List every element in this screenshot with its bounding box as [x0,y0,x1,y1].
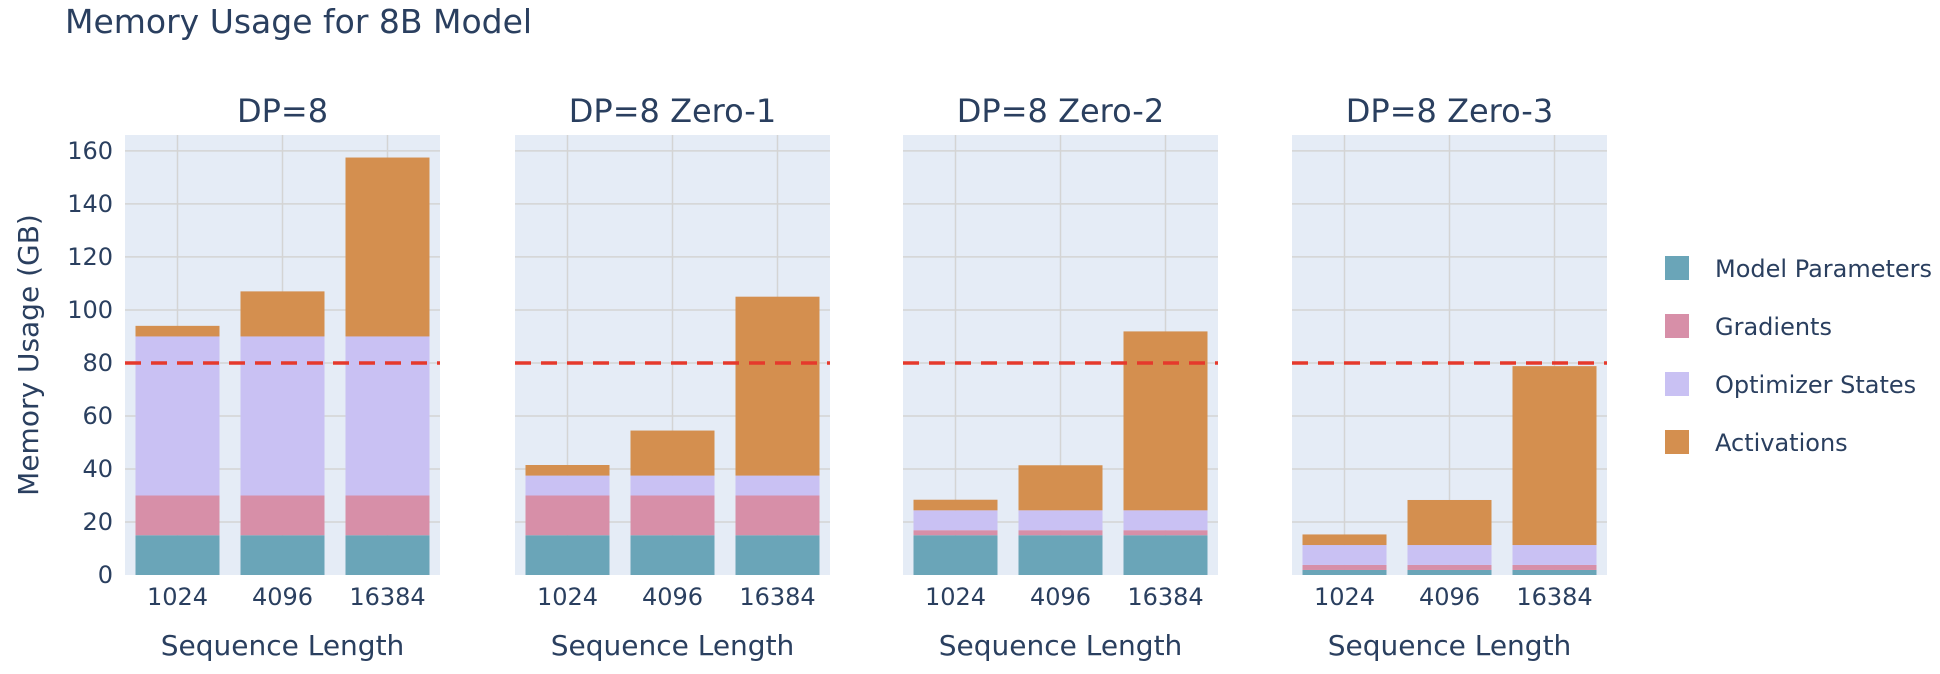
bar-gradients-1024 [1302,564,1387,570]
bar-activations-16384 [1512,366,1597,546]
chart-title: Memory Usage for 8B Model [65,2,532,41]
legend: Model Parameters Gradients Optimizer State… [1665,255,1932,457]
bar-optimizer-states-1024 [913,510,998,531]
bar-gradients-4096 [240,495,325,536]
legend-swatch [1665,430,1689,454]
panel-title: DP=8 [237,92,328,130]
bar-optimizer-states-1024 [135,336,220,496]
bar-gradients-16384 [1512,564,1597,570]
y-tick-label: 40 [82,455,113,483]
x-tick-label: 4096 [1419,583,1480,611]
y-tick-label: 100 [67,296,113,324]
bar-optimizer-states-4096 [1407,545,1492,565]
y-tick-label: 120 [67,243,113,271]
y-tick-label: 0 [98,561,113,589]
bar-optimizer-states-4096 [630,475,715,496]
bar-gradients-4096 [1407,564,1492,570]
bar-gradients-1024 [135,495,220,536]
bar-optimizer-states-4096 [240,336,325,496]
x-tick-label: 16384 [1516,583,1592,611]
legend-label: Optimizer States [1715,371,1916,399]
bar-optimizer-states-16384 [1123,510,1208,531]
bar-model-parameters-1024 [525,535,610,575]
bar-activations-1024 [525,465,610,476]
panel-title: DP=8 Zero-1 [569,92,776,130]
bar-model-parameters-16384 [345,535,430,575]
bar-activations-1024 [913,499,998,511]
bar-model-parameters-16384 [735,535,820,575]
x-tick-label: 16384 [349,583,425,611]
bar-activations-16384 [1123,331,1208,511]
panel-title: DP=8 Zero-3 [1346,92,1553,130]
legend-item-model-parameters[interactable]: Model Parameters [1665,255,1932,283]
y-axis-label: Memory Usage (GB) [12,214,45,496]
legend-item-gradients[interactable]: Gradients [1665,313,1832,341]
bar-gradients-16384 [345,495,430,536]
y-tick-label: 80 [82,349,113,377]
x-axis-label: Sequence Length [161,629,405,662]
legend-label: Gradients [1715,313,1832,341]
legend-swatch [1665,314,1689,338]
bar-gradients-16384 [735,495,820,536]
x-tick-label: 1024 [147,583,208,611]
bar-optimizer-states-16384 [345,336,430,496]
x-tick-label: 1024 [925,583,986,611]
bar-activations-16384 [735,296,820,476]
x-axis-label: Sequence Length [551,629,795,662]
bar-activations-4096 [1018,465,1103,511]
x-tick-label: 16384 [1127,583,1203,611]
bar-model-parameters-4096 [240,535,325,575]
x-tick-label: 4096 [252,583,313,611]
bar-activations-4096 [240,291,325,337]
x-tick-label: 1024 [537,583,598,611]
bar-optimizer-states-1024 [525,475,610,496]
bar-optimizer-states-16384 [1512,545,1597,565]
bar-activations-16384 [345,157,430,337]
x-tick-label: 4096 [642,583,703,611]
bar-model-parameters-1024 [1302,569,1387,575]
panel-dp-8-zero-3: DP=8 Zero-3 1024 4096 16384 Sequence Length [1292,92,1607,662]
legend-label: Model Parameters [1715,255,1932,283]
legend-swatch [1665,256,1689,280]
bar-gradients-16384 [1123,530,1208,536]
legend-label: Activations [1715,429,1848,457]
bar-gradients-4096 [1018,530,1103,536]
x-tick-label: 4096 [1030,583,1091,611]
legend-item-activations[interactable]: Activations [1665,429,1848,457]
x-tick-label: 1024 [1314,583,1375,611]
bar-model-parameters-16384 [1123,535,1208,575]
legend-swatch [1665,372,1689,396]
legend-item-optimizer-states[interactable]: Optimizer States [1665,371,1916,399]
bar-model-parameters-4096 [630,535,715,575]
bar-model-parameters-1024 [913,535,998,575]
bar-gradients-1024 [525,495,610,536]
panel-title: DP=8 Zero-2 [957,92,1164,130]
bar-model-parameters-1024 [135,535,220,575]
bar-activations-4096 [630,430,715,476]
bar-activations-1024 [135,325,220,337]
bar-optimizer-states-16384 [735,475,820,496]
y-tick-label: 140 [67,190,113,218]
bar-activations-1024 [1302,534,1387,546]
bar-optimizer-states-4096 [1018,510,1103,531]
bar-gradients-1024 [913,530,998,536]
panels: Memory Usage (GB) DP=8 1024 4096 16384 Sequen… [12,92,1607,662]
y-tick-label: 20 [82,508,113,536]
y-tick-label: 160 [67,137,113,165]
x-tick-label: 16384 [739,583,815,611]
panel-dp-8-zero-2: DP=8 Zero-2 1024 4096 16384 Sequence Length [903,92,1218,662]
bar-gradients-4096 [630,495,715,536]
x-axis-label: Sequence Length [939,629,1183,662]
bar-model-parameters-4096 [1018,535,1103,575]
bar-model-parameters-4096 [1407,569,1492,575]
bar-optimizer-states-1024 [1302,545,1387,565]
panel-dp-8-zero-1: DP=8 Zero-1 1024 4096 16384 Sequence Length [515,92,830,662]
y-tick-label: 60 [82,402,113,430]
bar-model-parameters-16384 [1512,569,1597,575]
bar-activations-4096 [1407,499,1492,546]
x-axis-label: Sequence Length [1328,629,1572,662]
panel-dp-8: DP=8 1024 4096 16384 Sequence Length 0 20 40 60 8… [67,92,440,662]
